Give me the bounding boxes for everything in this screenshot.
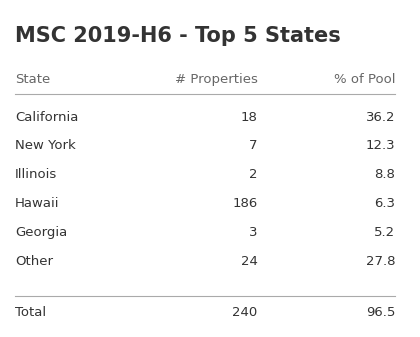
Text: 8.8: 8.8 bbox=[374, 168, 395, 181]
Text: MSC 2019-H6 - Top 5 States: MSC 2019-H6 - Top 5 States bbox=[15, 26, 341, 46]
Text: California: California bbox=[15, 111, 78, 124]
Text: Georgia: Georgia bbox=[15, 226, 67, 239]
Text: 2: 2 bbox=[249, 168, 257, 181]
Text: 186: 186 bbox=[232, 197, 257, 210]
Text: 7: 7 bbox=[249, 140, 257, 152]
Text: 27.8: 27.8 bbox=[365, 255, 395, 268]
Text: 36.2: 36.2 bbox=[365, 111, 395, 124]
Text: 96.5: 96.5 bbox=[366, 306, 395, 319]
Text: 24: 24 bbox=[241, 255, 257, 268]
Text: 240: 240 bbox=[232, 306, 257, 319]
Text: 12.3: 12.3 bbox=[365, 140, 395, 152]
Text: Total: Total bbox=[15, 306, 46, 319]
Text: State: State bbox=[15, 73, 50, 86]
Text: % of Pool: % of Pool bbox=[333, 73, 395, 86]
Text: Hawaii: Hawaii bbox=[15, 197, 59, 210]
Text: Illinois: Illinois bbox=[15, 168, 57, 181]
Text: # Properties: # Properties bbox=[175, 73, 257, 86]
Text: 5.2: 5.2 bbox=[374, 226, 395, 239]
Text: Other: Other bbox=[15, 255, 53, 268]
Text: 6.3: 6.3 bbox=[374, 197, 395, 210]
Text: New York: New York bbox=[15, 140, 76, 152]
Text: 3: 3 bbox=[249, 226, 257, 239]
Text: 18: 18 bbox=[241, 111, 257, 124]
